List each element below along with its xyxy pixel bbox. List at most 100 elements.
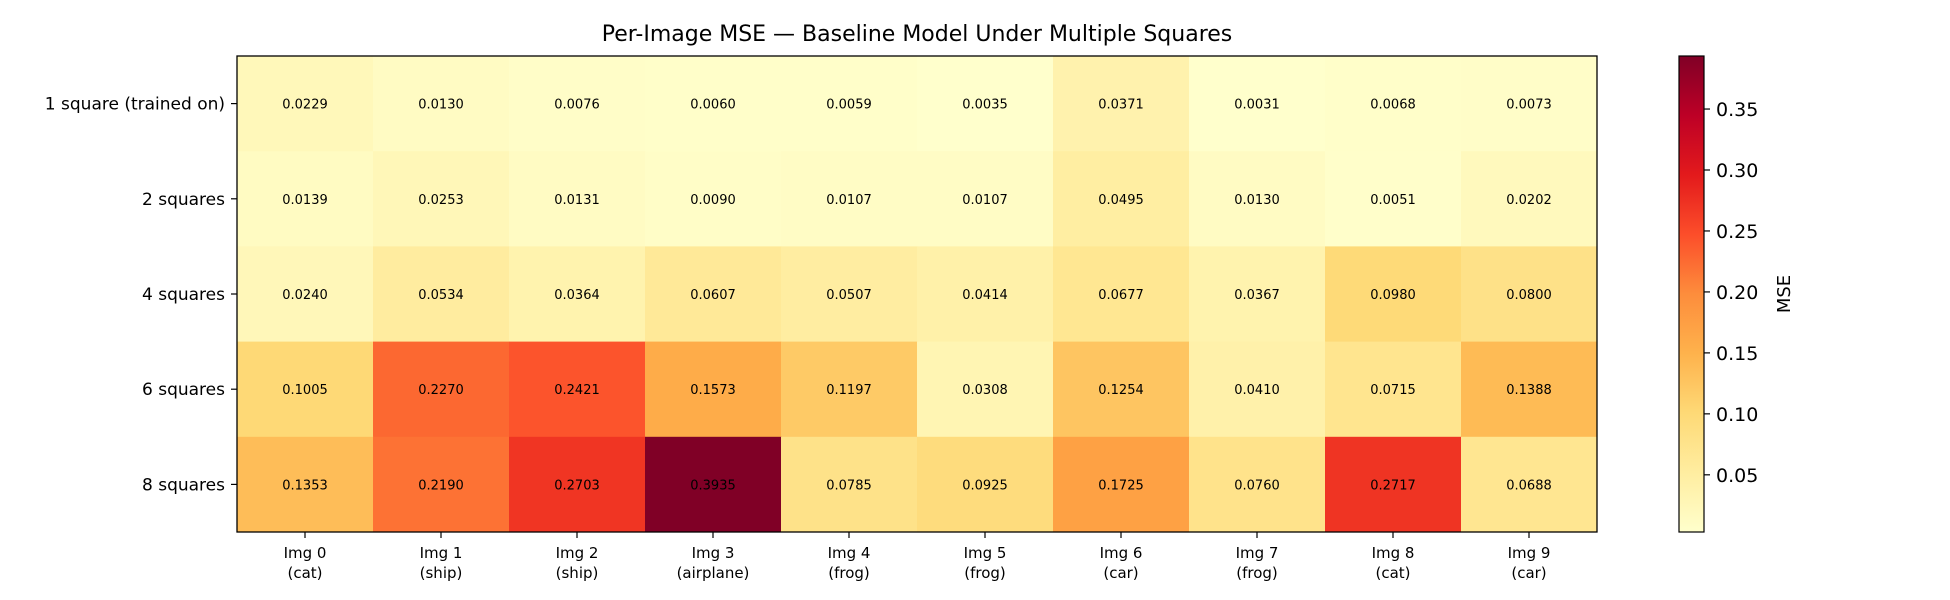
- cell-value-label: 0.1573: [690, 383, 736, 398]
- heatmap-cells: [237, 56, 1598, 533]
- colorbar-tick-label: 0.30: [1716, 160, 1758, 182]
- cell-value-label: 0.0130: [1234, 193, 1280, 208]
- cell-value-label: 0.2190: [418, 478, 464, 493]
- colorbar-tick-label: 0.15: [1716, 343, 1758, 365]
- cell-value-label: 0.0240: [282, 288, 328, 303]
- heatmap-cell: [1461, 246, 1598, 343]
- cell-value-label: 0.0308: [962, 383, 1008, 398]
- cell-value-label: 0.0073: [1506, 98, 1552, 113]
- heatmap-cell: [1325, 246, 1462, 343]
- heatmap-cell: [509, 56, 646, 152]
- cell-value-label: 0.1254: [1098, 383, 1144, 398]
- heatmap-cell: [781, 151, 918, 247]
- colorbar-label: MSE: [1774, 275, 1795, 313]
- heatmap-cell: [1189, 56, 1326, 152]
- heatmap-cell: [1461, 56, 1598, 152]
- heatmap-cell: [917, 436, 1054, 533]
- cell-value-label: 0.0607: [690, 288, 736, 303]
- colorbar-ticks: 0.05 0.10 0.15 0.20 0.25 0.30 0.35: [1704, 99, 1758, 487]
- heatmap-cell: [1461, 436, 1598, 533]
- colorbar: 0.05 0.10 0.15 0.20 0.25 0.30 0.35 MSE: [1678, 55, 1795, 533]
- heatmap-cell: [781, 56, 918, 152]
- heatmap-cell: [237, 341, 374, 438]
- x-tick-label: Img 3 (airplane): [677, 544, 750, 582]
- cell-value-label: 0.0068: [1370, 98, 1416, 113]
- heatmap-cell: [1053, 436, 1190, 533]
- cell-value-label: 0.0035: [962, 98, 1008, 113]
- heatmap-cell: [1189, 341, 1326, 438]
- heatmap-cell: [781, 341, 918, 438]
- x-tick-label: Img 5 (frog): [964, 544, 1007, 582]
- x-tick-label: Img 4 (frog): [828, 544, 871, 582]
- cell-value-label: 0.0414: [962, 288, 1008, 303]
- cell-value-label: 0.0925: [962, 478, 1008, 493]
- cell-value-label: 0.0051: [1370, 193, 1416, 208]
- heatmap-cell: [237, 56, 374, 152]
- heatmap-cell: [509, 341, 646, 438]
- colorbar-tick-label: 0.20: [1716, 282, 1758, 304]
- chart-title: Per-Image MSE — Baseline Model Under Mul…: [602, 22, 1233, 47]
- cell-value-label: 0.2421: [554, 383, 600, 398]
- y-tick-label: 8 squares: [142, 475, 225, 495]
- cell-value-label: 0.0785: [826, 478, 872, 493]
- cell-value-label: 0.0688: [1506, 478, 1552, 493]
- heatmap-cell: [781, 246, 918, 343]
- cell-value-label: 0.0107: [826, 193, 872, 208]
- x-tick-label: Img 0 (cat): [284, 544, 327, 582]
- heatmap-cell: [1053, 151, 1190, 247]
- heatmap-cell: [645, 246, 782, 343]
- heatmap-cell: [373, 151, 510, 247]
- cell-value-label: 0.0715: [1370, 383, 1416, 398]
- heatmap-cell: [509, 151, 646, 247]
- cell-value-label: 0.0534: [418, 288, 464, 303]
- cell-value-label: 0.1197: [826, 383, 872, 398]
- cell-value-label: 0.0090: [690, 193, 736, 208]
- cell-value-label: 0.0139: [282, 193, 328, 208]
- heatmap-cell: [1461, 151, 1598, 247]
- x-tick-label: Img 6 (car): [1100, 544, 1143, 582]
- cell-value-label: 0.0495: [1098, 193, 1144, 208]
- colorbar-tick-label: 0.25: [1716, 221, 1758, 243]
- heatmap-cell: [917, 341, 1054, 438]
- heatmap-cell: [1053, 56, 1190, 152]
- cell-value-label: 0.0060: [690, 98, 736, 113]
- cell-value-label: 0.0031: [1234, 98, 1280, 113]
- heatmap-cell: [1189, 436, 1326, 533]
- heatmap-cell: [1325, 151, 1462, 247]
- cell-value-label: 0.0980: [1370, 288, 1416, 303]
- cell-value-label: 0.0410: [1234, 383, 1280, 398]
- heatmap-cell: [373, 246, 510, 343]
- heatmap-cell: [1053, 246, 1190, 343]
- cell-value-label: 0.1353: [282, 478, 328, 493]
- cell-value-label: 0.0677: [1098, 288, 1144, 303]
- cell-value-label: 0.2270: [418, 383, 464, 398]
- x-tick-label: Img 7 (frog): [1236, 544, 1279, 582]
- x-axis-ticks: Img 0 (cat) Img 1 (ship) Img 2 (ship) Img 3 (ai…: [284, 532, 1551, 582]
- y-axis-ticks: 1 square (trained on) 2 squares 4 squares 6…: [45, 95, 237, 495]
- heatmap-cell: [645, 341, 782, 438]
- cell-value-label: 0.0202: [1506, 193, 1552, 208]
- cell-value-label: 0.0130: [418, 98, 464, 113]
- cell-value-label: 0.0059: [826, 98, 872, 113]
- colorbar-tick-label: 0.35: [1716, 99, 1758, 121]
- cell-value-label: 0.0760: [1234, 478, 1280, 493]
- y-tick-label: 2 squares: [142, 190, 225, 210]
- cell-value-label: 0.0229: [282, 98, 328, 113]
- y-tick-label: 1 square (trained on): [45, 95, 225, 115]
- heatmap-cell: [1325, 56, 1462, 152]
- heatmap-cell: [1189, 246, 1326, 343]
- y-tick-label: 4 squares: [142, 285, 225, 305]
- cell-value-label: 0.0076: [554, 98, 600, 113]
- heatmap-cell: [1325, 341, 1462, 438]
- heatmap-cell: [237, 151, 374, 247]
- cell-value-label: 0.1388: [1506, 383, 1552, 398]
- heatmap-cell: [645, 436, 782, 533]
- x-tick-label: Img 1 (ship): [420, 544, 463, 582]
- heatmap-cell: [237, 246, 374, 343]
- colorbar-gradient: [1678, 55, 1705, 533]
- cell-value-label: 0.2703: [554, 478, 600, 493]
- heatmap-cell: [1189, 151, 1326, 247]
- x-tick-label: Img 9 (car): [1508, 544, 1551, 582]
- cell-value-label: 0.1005: [282, 383, 328, 398]
